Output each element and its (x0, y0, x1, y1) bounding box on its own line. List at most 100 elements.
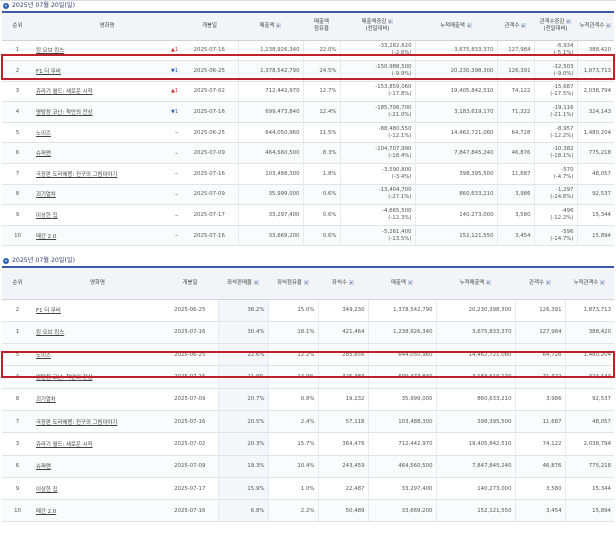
open-date-cell: 2025-06-25 (181, 60, 238, 82)
movie-title-link[interactable]: 극장판 도라에몽: 진구의 그림이야기 (36, 419, 118, 426)
sort-icon[interactable] (521, 23, 527, 29)
col-sales-change[interactable]: 매출액증감 (전일대비) (340, 11, 415, 41)
movie-title-link[interactable]: 킹 오브 킹스 (36, 48, 65, 55)
rank-change-indicator: – (175, 190, 178, 198)
audience-cell: 126,391 (496, 60, 534, 82)
movie-title-link[interactable]: 슈퍼맨 (36, 151, 51, 158)
seat-sales-cell: 20.7% (217, 388, 268, 411)
rank-cell: 10 (2, 499, 33, 523)
sort-icon[interactable] (348, 280, 354, 286)
movie-title-link[interactable]: 명탐정 코난: 척안의 잔상 (36, 110, 93, 117)
sort-icon[interactable] (566, 19, 572, 25)
title-cell: 이상한 집 – (33, 204, 181, 226)
movie-title-link[interactable]: 명탐정 코난: 척안의 잔상 (36, 375, 93, 382)
rank-change-indicator: – (175, 129, 178, 137)
open-date-cell: 2025-07-16 (162, 410, 218, 434)
movie-title-link[interactable]: 메간 2.0 (36, 508, 57, 515)
sort-icon[interactable] (388, 19, 394, 25)
aud-change-cell: -6,934 (-5.1%) (533, 40, 577, 62)
toggle-circle-icon[interactable] (3, 3, 9, 9)
rank-cell: 6 (2, 455, 33, 478)
col-audience[interactable]: 관객수 (515, 266, 565, 300)
share-cell: 12.7% (302, 81, 340, 103)
open-date-cell: 2025-06-25 (181, 122, 238, 144)
rank-cell: 5 (2, 343, 33, 367)
table-row: 7 극장판 도라에몽: 진구의 그림이야기 2025-07-16 20.5% 2.4% 5… (2, 410, 614, 434)
col-seats[interactable]: 좌석수 (318, 266, 368, 300)
col-sales[interactable]: 매출액 (238, 11, 303, 41)
cum-aud-cell: 15,344 (564, 477, 614, 501)
title-cell: 이상한 집 (33, 477, 162, 501)
cum-aud-cell: 48,057 (576, 163, 614, 185)
movie-title-link[interactable]: 노이즈 (36, 352, 51, 359)
cum-sales-cell: 3,183,619,170 (414, 101, 497, 123)
audience-cell: 11,687 (496, 163, 534, 185)
movie-title-link[interactable]: 쥬라기 월드: 새로운 시작 (36, 441, 93, 448)
aud-change-cell: -570 (-4.7%) (533, 163, 577, 185)
movie-title-link[interactable]: 메간 2.0 (36, 233, 57, 240)
col-sales-share[interactable]: 매출액 점유율 (303, 11, 340, 41)
col-cum-aud[interactable]: 누적관객수 (565, 266, 614, 300)
table-row: 8 괴기열차 –2025-07-09 35,999,000 0.6% -13,404,70… (2, 184, 614, 206)
movie-title-link[interactable]: 슈퍼맨 (36, 464, 51, 471)
movie-title-link[interactable]: 이상한 집 (36, 213, 58, 220)
table-row: 4 명탐정 코난: 척안의 잔상 ▼1 2025-07-16 699,473,840 12… (2, 101, 614, 123)
rank-change-indicator: – (175, 170, 178, 178)
cum-aud-cell: 15,894 (564, 499, 614, 523)
sort-icon[interactable] (600, 280, 606, 286)
col-cum-aud[interactable]: 누적관객수 (577, 11, 614, 41)
col-seat-share[interactable]: 좌석점유율 (268, 266, 318, 300)
movie-title-link[interactable]: 쥬라기 월드: 새로운 시작 (36, 89, 93, 96)
movie-title-link[interactable]: 이상한 집 (36, 486, 58, 493)
sort-icon[interactable] (466, 23, 472, 29)
col-cum-sales[interactable]: 누적매출액 (415, 11, 497, 41)
sales-cell: 35,999,000 (367, 388, 436, 411)
audience-cell: 74,122 (514, 432, 565, 456)
sort-icon[interactable] (253, 280, 259, 286)
audience-cell: 64,728 (514, 343, 565, 367)
seats-cell: 325,383 (317, 365, 368, 389)
rank-cell: 4 (2, 365, 33, 389)
movie-title-link[interactable]: 극장판 도라에몽: 진구의 그림이야기 (36, 171, 118, 178)
table-row: 6 슈퍼맨 –2025-07-09 464,560,500 8.3% -104,707,9… (2, 142, 614, 165)
title-cell: 명탐정 코난: 척안의 잔상 (33, 365, 162, 389)
sales-cell: 644,050,960 (237, 122, 303, 144)
sort-icon[interactable] (486, 280, 492, 286)
movie-title-link[interactable]: 킹 오브 킹스 (36, 330, 65, 337)
table-row: 3 쥬라기 월드: 새로운 시작 2025-07-02 20.3% 15.7% 364,4… (2, 432, 614, 456)
col-seat-sales[interactable]: 좌석판매율 (218, 266, 268, 300)
audience-cell: 46,876 (514, 455, 565, 478)
table-row: 2 F1 더 무비 2025-06-25 36.2% 15.0% 349,230 1,378… (2, 299, 614, 322)
sort-icon[interactable] (545, 280, 551, 286)
aud-change-cell: -15,687 (-17.5%) (533, 81, 577, 103)
cum-aud-cell: 775,218 (576, 142, 614, 165)
movie-title-link[interactable]: F1 더 무비 (36, 308, 61, 315)
share-cell: 24.5% (302, 60, 340, 82)
movie-title-link[interactable]: F1 더 무비 (36, 68, 61, 75)
movie-title-link[interactable]: 노이즈 (36, 130, 51, 137)
seat-share-cell: 15.0% (267, 299, 318, 322)
open-date-cell: 2025-07-09 (162, 388, 218, 411)
cum-aud-cell: 2,038,794 (564, 432, 614, 456)
sort-icon[interactable] (407, 280, 413, 286)
seats-cell: 364,476 (317, 432, 368, 456)
col-aud-change[interactable]: 관객수증감 (전일대비) (534, 11, 577, 41)
sort-icon[interactable] (276, 23, 282, 29)
col-audience[interactable]: 관객수 (497, 11, 534, 41)
title-cell: 괴기열차 (33, 388, 162, 411)
sort-icon[interactable] (303, 280, 309, 286)
share-cell: 0.6% (302, 184, 340, 206)
open-date-cell: 2025-07-09 (181, 142, 238, 165)
movie-title-link[interactable]: 괴기열차 (36, 397, 56, 404)
col-sales[interactable]: 매출액 (368, 266, 436, 300)
share-cell: 0.6% (302, 204, 340, 226)
sort-icon[interactable] (606, 23, 612, 29)
open-date-cell: 2025-06-25 (162, 343, 218, 367)
col-cum-sales[interactable]: 누적매출액 (436, 266, 515, 300)
toggle-circle-icon[interactable] (3, 258, 9, 264)
seat-sales-cell: 36.2% (217, 299, 268, 322)
movie-title-link[interactable]: 괴기열차 (36, 192, 56, 199)
seat-share-section: 2025년 07월 20일(일) 순위 영화명 개봉일 좌석판매율 좌석점유율 … (0, 256, 616, 523)
cum-aud-cell: 1,480,204 (564, 343, 614, 367)
title-cell: 노이즈 – (33, 122, 181, 144)
